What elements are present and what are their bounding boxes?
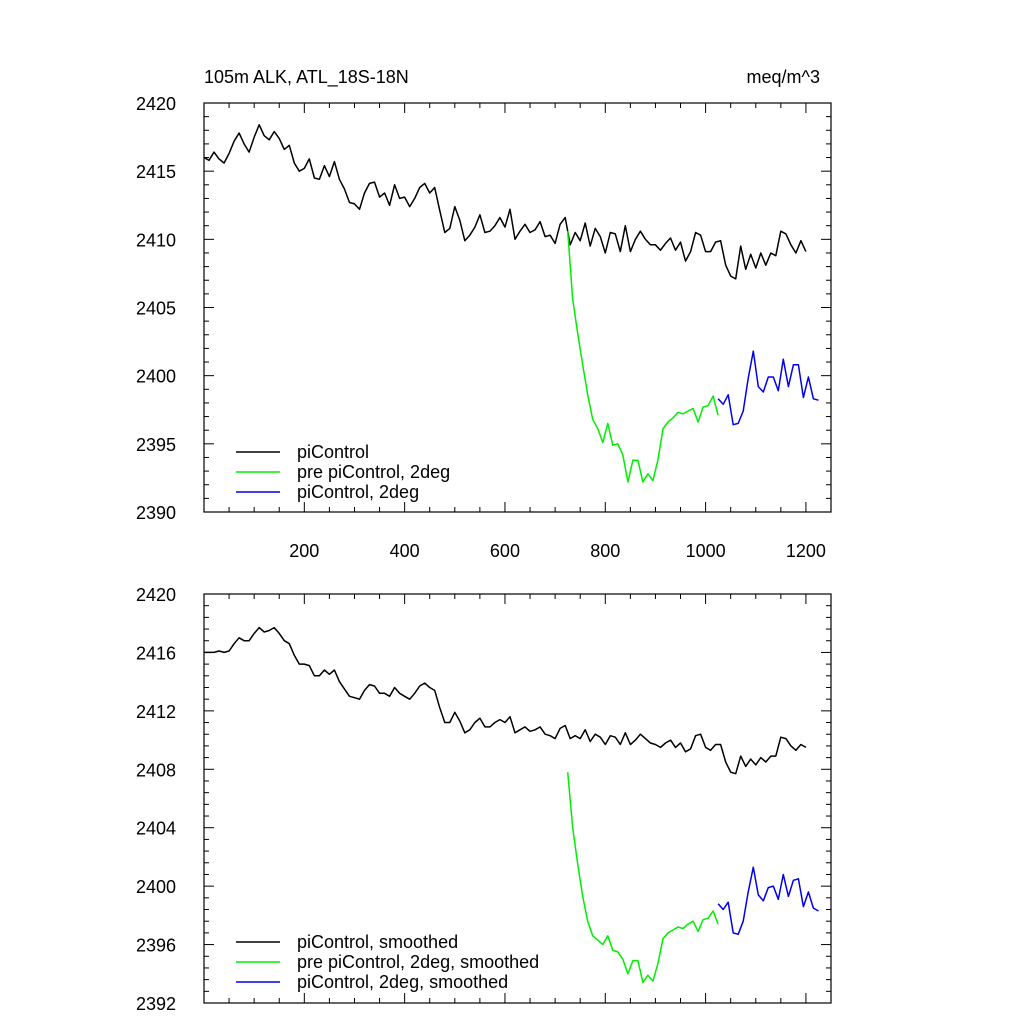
legend-label: piControl, 2deg, smoothed xyxy=(297,972,508,992)
legend-label: piControl xyxy=(297,442,369,462)
y-tick-label: 2395 xyxy=(136,435,176,455)
y-tick-label: 2410 xyxy=(136,230,176,250)
x-tick-label: 200 xyxy=(289,541,319,561)
y-tick-label: 2412 xyxy=(136,702,176,722)
series-group-bottom xyxy=(204,626,819,984)
x-tick-label: 800 xyxy=(590,541,620,561)
x-tick-label: 1000 xyxy=(686,541,726,561)
top-panel: 105m ALK, ATL_18S-18N meq/m^3 200 400 600 8… xyxy=(136,67,832,561)
series-line-pre-picontrol-2deg-smoothed xyxy=(566,772,719,984)
x-tick-label: 400 xyxy=(390,541,420,561)
x-tick-label: 600 xyxy=(490,541,520,561)
legend-label: pre piControl, 2deg, smoothed xyxy=(297,952,539,972)
plot-frame xyxy=(203,593,832,1004)
units-label: meq/m^3 xyxy=(747,67,820,87)
legend-label: piControl, smoothed xyxy=(297,932,458,952)
series-line-pre-picontrol-2deg xyxy=(566,231,719,483)
chart-title: 105m ALK, ATL_18S-18N xyxy=(204,67,409,88)
axes-bottom: 2392 2396 2400 2404 2408 2412 2416 2420 xyxy=(136,585,832,1014)
axes-top: 200 400 600 800 1000 1200 2390 2395 2400 2405 2410… xyxy=(136,94,832,561)
y-tick-label: 2390 xyxy=(136,503,176,523)
legend-label: piControl, 2deg xyxy=(297,482,419,502)
y-tick-label: 2400 xyxy=(136,877,176,897)
legend-label: pre piControl, 2deg xyxy=(297,462,450,482)
y-tick-label: 2405 xyxy=(136,299,176,319)
bottom-panel: 2392 2396 2400 2404 2408 2412 2416 2420 piContr… xyxy=(136,585,832,1014)
y-tick-label: 2404 xyxy=(136,819,176,839)
y-tick-label: 2400 xyxy=(136,367,176,387)
y-tick-label: 2392 xyxy=(136,994,176,1014)
series-line-picontrol-smoothed xyxy=(204,626,807,775)
y-tick-label: 2408 xyxy=(136,760,176,780)
y-tick-label: 2420 xyxy=(136,94,176,114)
y-tick-label: 2415 xyxy=(136,162,176,182)
series-line-picontrol-2deg-smoothed xyxy=(717,866,819,936)
x-tick-label: 1200 xyxy=(786,541,826,561)
series-line-picontrol-2deg xyxy=(717,350,819,426)
y-tick-label: 2416 xyxy=(136,643,176,663)
y-tick-label: 2396 xyxy=(136,936,176,956)
series-line-picontrol xyxy=(203,124,807,280)
y-tick-label: 2420 xyxy=(136,585,176,605)
series-group-top xyxy=(203,124,819,483)
